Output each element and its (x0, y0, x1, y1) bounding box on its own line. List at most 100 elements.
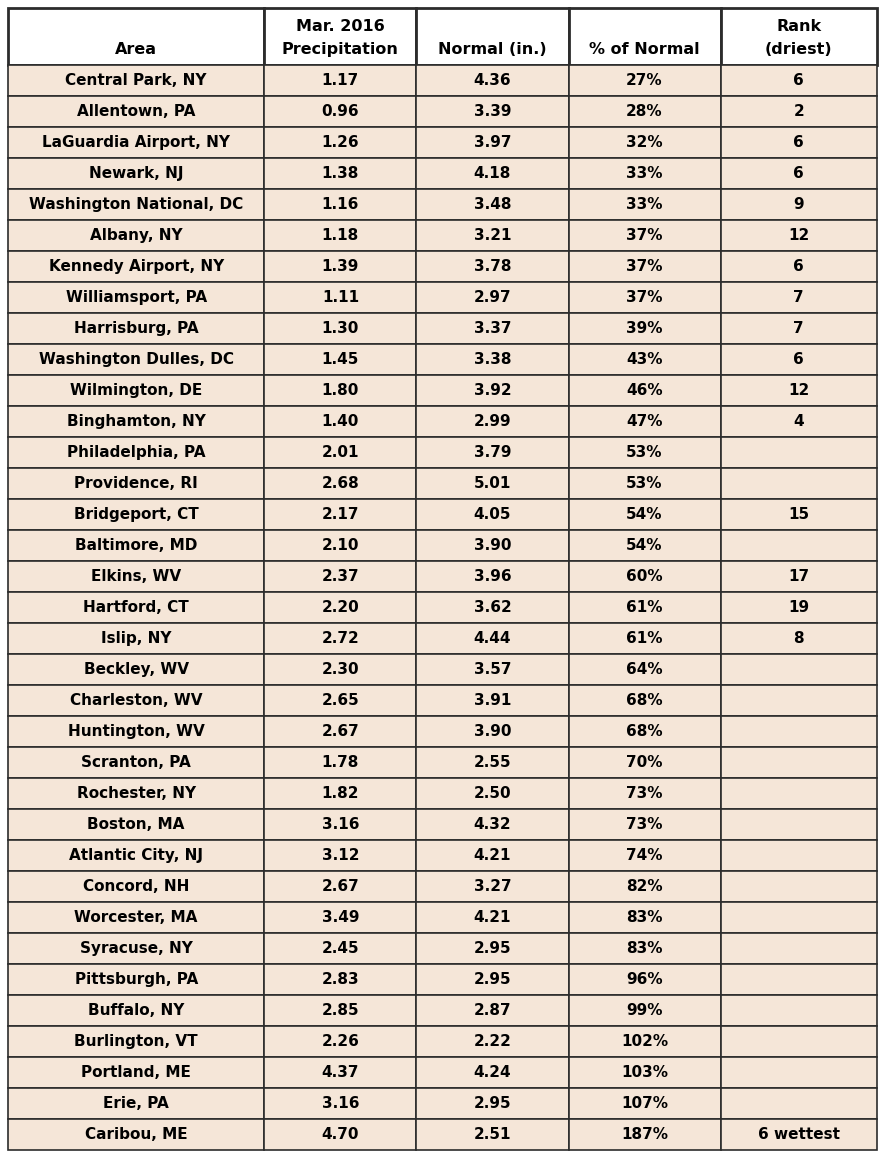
Bar (8, 438, 265, 468)
Bar (568, 65, 720, 96)
Bar (720, 1119, 877, 1150)
Text: 3.39: 3.39 (473, 104, 512, 119)
Text: 82%: 82% (627, 879, 663, 894)
Text: Rank: Rank (776, 19, 821, 34)
Bar (720, 592, 877, 623)
Bar (720, 686, 877, 716)
Bar (720, 159, 877, 189)
Text: 1.18: 1.18 (322, 228, 359, 243)
Text: 187%: 187% (621, 1127, 668, 1142)
Bar (720, 965, 877, 995)
Text: 2: 2 (794, 104, 804, 119)
Bar (8, 778, 265, 809)
Text: Atlantic City, NJ: Atlantic City, NJ (69, 848, 204, 863)
Bar (568, 1057, 720, 1089)
Text: Erie, PA: Erie, PA (104, 1095, 169, 1111)
Text: Washington National, DC: Washington National, DC (29, 197, 243, 212)
Text: 6: 6 (794, 259, 804, 274)
Bar (265, 96, 417, 127)
Bar (417, 189, 568, 220)
Bar (720, 933, 877, 965)
Text: % of Normal: % of Normal (589, 42, 700, 57)
Bar (568, 592, 720, 623)
Text: 2.50: 2.50 (473, 786, 512, 801)
Text: 4.21: 4.21 (473, 848, 512, 863)
Bar (8, 716, 265, 747)
Bar (8, 562, 265, 592)
Bar (720, 871, 877, 902)
Bar (417, 592, 568, 623)
Bar (720, 902, 877, 933)
Text: 4.32: 4.32 (473, 818, 512, 833)
Bar (265, 871, 417, 902)
Bar (265, 716, 417, 747)
Text: 1.82: 1.82 (321, 786, 359, 801)
Bar (568, 686, 720, 716)
Bar (8, 251, 265, 283)
Bar (568, 314, 720, 344)
Bar (568, 8, 720, 65)
Text: 27%: 27% (627, 73, 663, 88)
Text: 3.38: 3.38 (473, 352, 512, 367)
Text: Huntington, WV: Huntington, WV (68, 724, 204, 739)
Bar (265, 220, 417, 251)
Bar (720, 438, 877, 468)
Bar (720, 1026, 877, 1057)
Bar (417, 314, 568, 344)
Text: 3.90: 3.90 (473, 538, 512, 554)
Bar (417, 438, 568, 468)
Bar (265, 344, 417, 375)
Bar (568, 220, 720, 251)
Bar (720, 840, 877, 871)
Text: 5.01: 5.01 (473, 476, 512, 491)
Text: Central Park, NY: Central Park, NY (65, 73, 207, 88)
Bar (720, 562, 877, 592)
Bar (720, 375, 877, 406)
Text: 3.91: 3.91 (473, 694, 512, 709)
Text: 2.97: 2.97 (473, 291, 512, 306)
Text: 15: 15 (789, 507, 810, 522)
Text: 33%: 33% (627, 197, 663, 212)
Bar (8, 592, 265, 623)
Bar (265, 1119, 417, 1150)
Text: Harrisburg, PA: Harrisburg, PA (73, 321, 198, 336)
Bar (720, 344, 877, 375)
Bar (568, 871, 720, 902)
Text: 96%: 96% (627, 972, 663, 987)
Text: 3.92: 3.92 (473, 383, 512, 398)
Text: 12: 12 (789, 228, 810, 243)
Bar (720, 1057, 877, 1089)
Bar (417, 1089, 568, 1119)
Bar (8, 965, 265, 995)
Text: (driest): (driest) (765, 42, 833, 57)
Bar (568, 251, 720, 283)
Bar (265, 530, 417, 562)
Bar (265, 562, 417, 592)
Text: 1.39: 1.39 (322, 259, 359, 274)
Bar (417, 344, 568, 375)
Text: 3.12: 3.12 (321, 848, 359, 863)
Bar (568, 840, 720, 871)
Text: 61%: 61% (627, 600, 663, 615)
Text: 2.17: 2.17 (321, 507, 359, 522)
Bar (720, 314, 877, 344)
Text: Worcester, MA: Worcester, MA (74, 910, 198, 925)
Text: Mar. 2016: Mar. 2016 (296, 19, 385, 34)
Bar (8, 809, 265, 840)
Bar (568, 189, 720, 220)
Bar (417, 902, 568, 933)
Text: 54%: 54% (627, 538, 663, 554)
Text: 2.37: 2.37 (321, 570, 359, 584)
Bar (568, 562, 720, 592)
Text: 4.44: 4.44 (473, 631, 512, 646)
Text: Albany, NY: Albany, NY (90, 228, 182, 243)
Text: 1.45: 1.45 (322, 352, 359, 367)
Bar (265, 189, 417, 220)
Text: 2.51: 2.51 (473, 1127, 512, 1142)
Bar (720, 468, 877, 499)
Text: 3.37: 3.37 (473, 321, 512, 336)
Text: 74%: 74% (627, 848, 663, 863)
Text: 3.62: 3.62 (473, 600, 512, 615)
Bar (720, 8, 877, 65)
Bar (8, 344, 265, 375)
